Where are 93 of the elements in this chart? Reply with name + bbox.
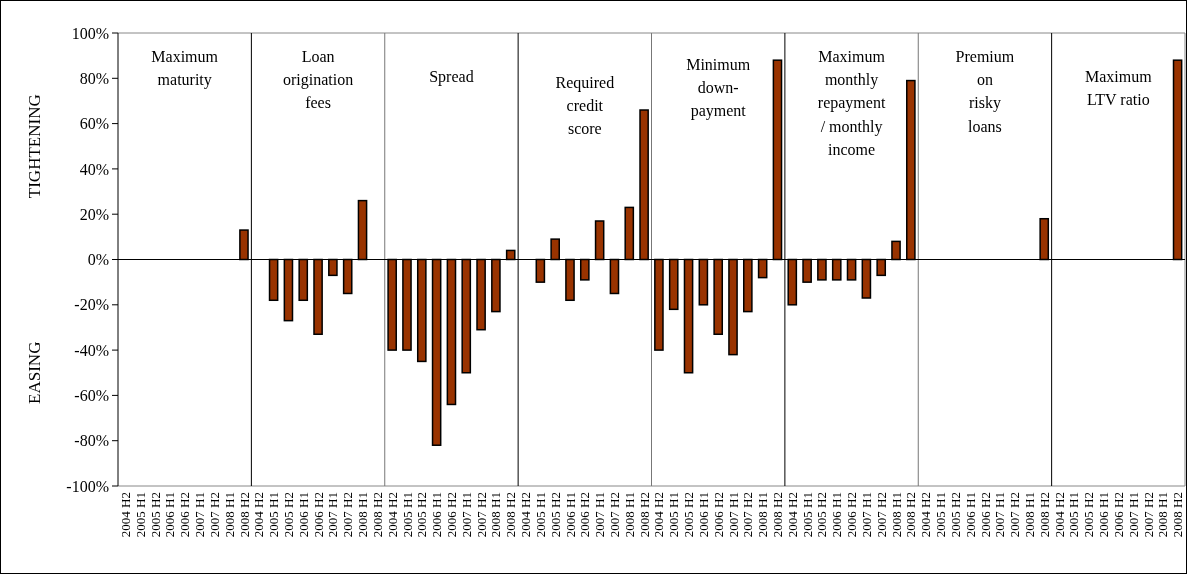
x-tick-label: 2004 H2 — [1051, 492, 1067, 538]
y-tick-label: 60% — [79, 115, 109, 133]
x-tick-label: 2004 H2 — [918, 492, 934, 538]
x-tick-label: 2005 H1 — [933, 492, 949, 538]
y-tick-label: -60% — [74, 387, 109, 404]
x-tick-label: 2004 H2 — [251, 492, 267, 538]
text: TIGHTENING — [25, 94, 44, 199]
x-tick-label: 2005 H1 — [1066, 492, 1082, 538]
x-tick-label: 2005 H2 — [280, 492, 296, 538]
x-tick-label: 2004 H2 — [117, 492, 133, 538]
annotation: Premium on risky loans — [955, 48, 1015, 135]
x-tick-label: 2006 H2 — [177, 492, 193, 538]
x-tick-label: 2006 H2 — [844, 492, 860, 538]
x-tick-label: 2008 H2 — [503, 492, 519, 538]
x-tick-label: 2006 H1 — [695, 492, 711, 538]
y-tick-label: -100% — [66, 477, 109, 495]
x-tick-label: 2006 H1 — [1096, 492, 1112, 538]
x-tick-label: 2006 H1 — [562, 492, 578, 538]
x-tick-label: 2007 H1 — [858, 492, 874, 538]
x-tick-label: 2005 H1 — [532, 492, 548, 538]
x-tick-label: 2008 H1 — [755, 492, 771, 538]
x-tick-label: 2007 H2 — [340, 492, 356, 538]
x-tick-label: 2008 H1 — [888, 492, 904, 538]
annotation: Maximum LTV ratio — [1084, 68, 1153, 109]
x-tick-label: 2008 H2 — [1170, 492, 1186, 538]
annotation: Required credit score — [555, 74, 615, 138]
x-tick-label: 2006 H1 — [162, 492, 178, 538]
x-tick-label: 2007 H2 — [206, 492, 222, 538]
x-tick-label: 2005 H1 — [666, 492, 682, 538]
x-tick-label: 2007 H1 — [592, 492, 608, 538]
x-tick-label: 2004 H2 — [518, 492, 534, 538]
x-tick-label: 2008 H1 — [355, 492, 371, 538]
x-tick-label: 2008 H2 — [236, 492, 252, 538]
x-tick-label: 2004 H2 — [651, 492, 667, 538]
annotation: Maximum maturity — [151, 48, 219, 90]
x-tick-label: 2004 H2 — [384, 492, 400, 538]
x-tick-label: 2005 H2 — [681, 492, 697, 538]
x-tick-label: 2007 H1 — [1125, 492, 1141, 538]
y-tick-label: 40% — [79, 160, 109, 178]
x-tick-label: 2006 H2 — [710, 492, 726, 538]
y-tick-label: 80% — [79, 69, 109, 87]
x-tick-label: 2007 H2 — [1007, 492, 1023, 538]
x-tick-label: 2007 H2 — [607, 492, 622, 538]
annotation: Maximum monthly repayment / monthly income — [817, 48, 886, 158]
annotation: Loan origination fees — [282, 48, 354, 112]
x-tick-label: 2006 H1 — [295, 492, 311, 538]
x-tick-label: 2006 H1 — [962, 492, 978, 538]
x-tick-label: 2006 H2 — [310, 492, 326, 538]
x-tick-label: 2005 H1 — [266, 492, 282, 538]
x-tick-label: 2005 H2 — [1081, 492, 1097, 538]
x-tick-label: 2008 H2 — [636, 492, 652, 538]
x-tick-label: 2004 H2 — [784, 492, 800, 538]
x-tick-label: 2005 H2 — [814, 492, 830, 538]
x-tick-label: 2005 H2 — [147, 492, 163, 538]
annotation: Minimum down- payment — [686, 56, 751, 121]
x-tick-label: 2006 H1 — [829, 492, 845, 538]
x-tick-label: 2008 H1 — [488, 492, 504, 538]
x-tick-label: 2006 H2 — [577, 492, 593, 538]
x-tick-label: 2007 H2 — [740, 492, 756, 538]
x-tick-label: 2007 H1 — [458, 492, 474, 538]
x-tick-label: 2005 H1 — [799, 492, 815, 538]
x-tick-label: 2006 H2 — [443, 492, 459, 538]
x-tick-label: 2005 H2 — [414, 492, 430, 538]
x-tick-label: 2008 H1 — [621, 492, 637, 538]
x-tick-label: 2006 H2 — [1110, 492, 1126, 538]
y-tick-label: 20% — [79, 205, 109, 223]
x-tick-label: 2005 H2 — [947, 492, 963, 538]
x-tick-label: 2006 H2 — [977, 492, 993, 538]
x-tick-label: 2007 H2 — [473, 492, 489, 538]
x-tick-label: 2006 H1 — [429, 492, 445, 538]
x-tick-label: 2008 H2 — [1036, 492, 1052, 538]
y-tick-label: -40% — [74, 341, 109, 359]
x-tick-label: 2008 H2 — [770, 492, 786, 538]
annotation: Spread — [429, 68, 474, 86]
x-tick-label: 2007 H1 — [192, 492, 208, 538]
x-tick-label: 2008 H1 — [1021, 492, 1037, 538]
y-tick-label: 100% — [71, 24, 109, 42]
y-tick-label: 0% — [87, 251, 109, 269]
y-tick-label: -80% — [74, 432, 109, 450]
x-tick-label: 2005 H1 — [399, 492, 415, 538]
y-tick-label: -20% — [74, 296, 109, 314]
x-tick-label: 2005 H2 — [547, 492, 563, 538]
x-tick-label: 2005 H1 — [132, 492, 148, 538]
x-tick-label: 2007 H2 — [1140, 492, 1156, 538]
x-tick-label: 2007 H1 — [325, 492, 341, 538]
x-tick-label: 2008 H1 — [1155, 492, 1171, 538]
x-tick-label: 2007 H1 — [725, 492, 741, 538]
x-tick-label: 2007 H2 — [873, 492, 889, 538]
x-tick-label: 2008 H2 — [369, 492, 385, 538]
x-tick-label: 2007 H1 — [992, 492, 1008, 538]
x-tick-label: 2008 H2 — [903, 492, 919, 538]
text: EASING — [25, 341, 44, 404]
x-tick-label: 2008 H1 — [221, 492, 237, 538]
